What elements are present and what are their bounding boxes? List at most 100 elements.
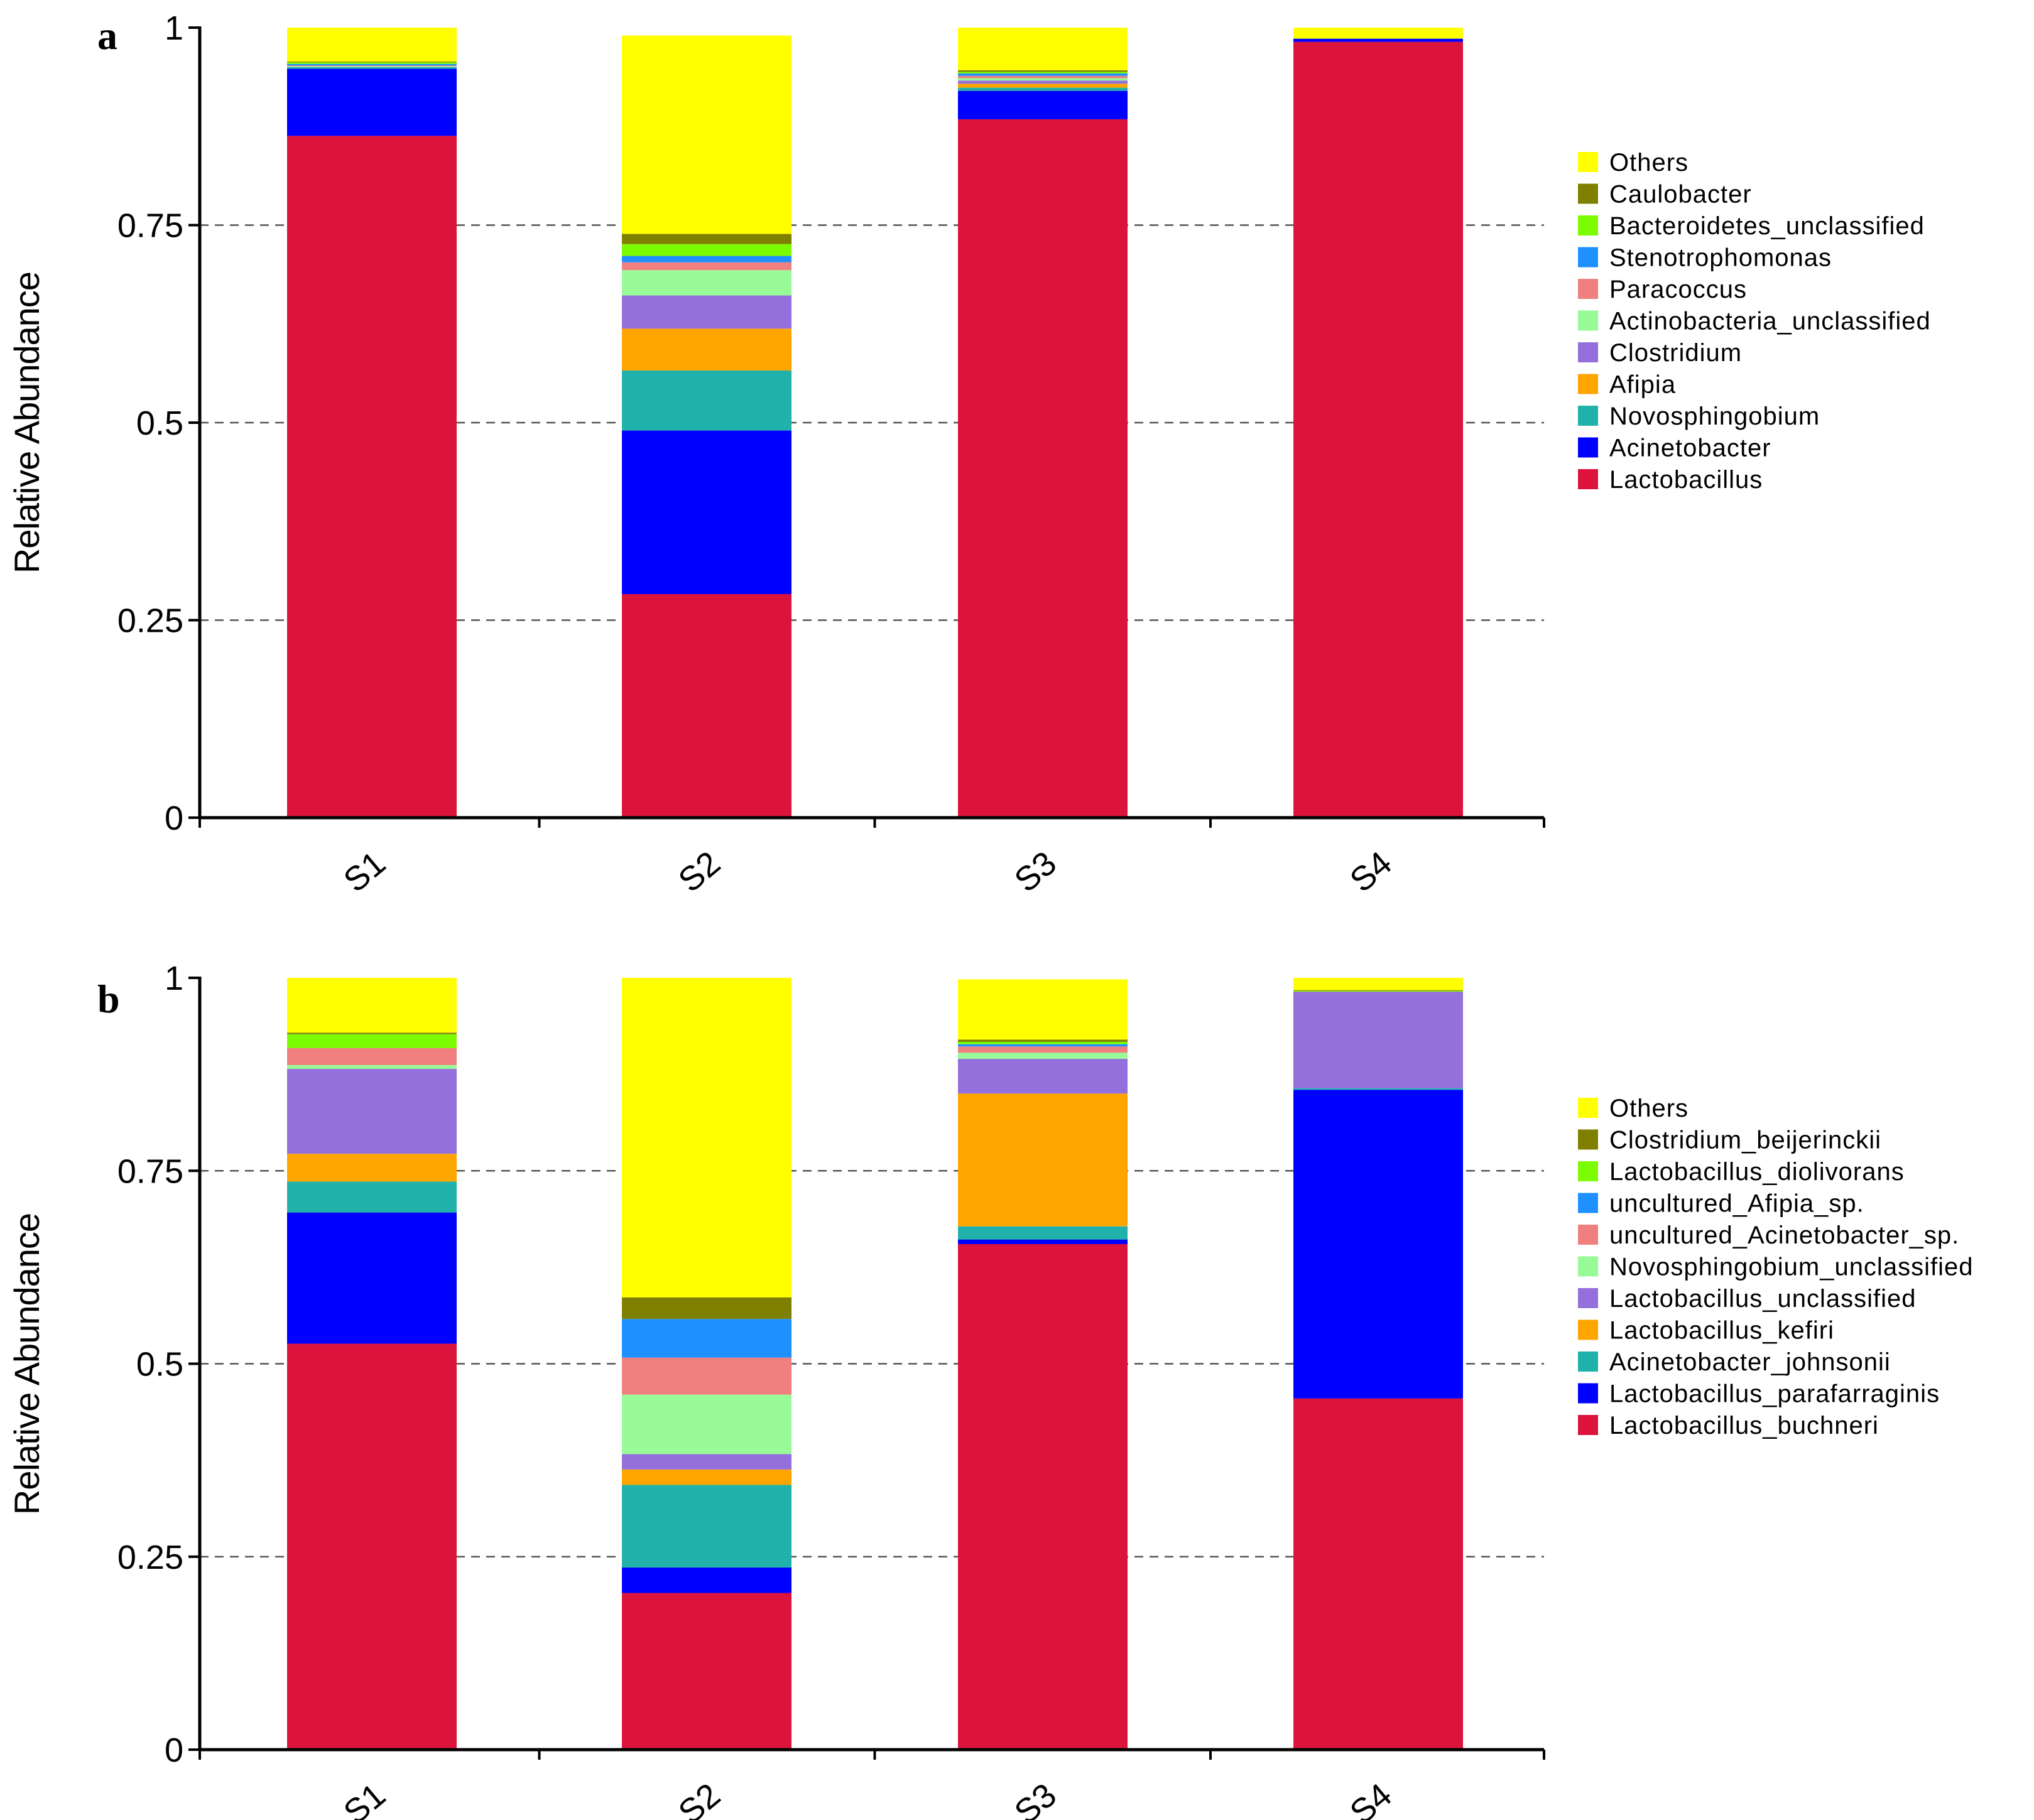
bar-segment-s2-novosphingobium [622, 370, 791, 431]
legend-swatch-novosphingobium-unclassified [1578, 1256, 1598, 1277]
bar-segment-s2-uncultured-acinetobacter-sp [622, 1357, 791, 1395]
bar-segment-s4-acinetobacter-johnsonii [1293, 1088, 1463, 1090]
legend-swatch-uncultured-acinetobacter-sp [1578, 1225, 1598, 1245]
legend-label-lactobacillus-parafarraginis: Lactobacillus_parafarraginis [1609, 1380, 1940, 1408]
y-tick-label: 1 [165, 9, 183, 47]
bar-segment-s1-bacteroidetes-unclassified [287, 62, 457, 64]
legend-swatch-lactobacillus-diolivorans [1578, 1161, 1598, 1181]
legend-swatch-others [1578, 152, 1598, 172]
legend-swatch-lactobacillus-kefiri [1578, 1319, 1598, 1340]
bar-segment-s2-novosphingobium-unclassified [622, 1394, 791, 1454]
bar-segment-s1-clostridium-beijerinckii [287, 1032, 457, 1034]
bar-segment-s2-bacteroidetes-unclassified [622, 244, 791, 256]
bar-segment-s3-novosphingobium [958, 87, 1128, 91]
bar-segment-s4-lactobacillus-parafarraginis [1293, 1090, 1463, 1399]
legend-swatch-clostridium [1578, 342, 1598, 362]
legend-label-stenotrophomonas: Stenotrophomonas [1609, 244, 1832, 272]
y-tick-label: 0.5 [136, 1346, 183, 1384]
bar-segment-s3-paracoccus [958, 75, 1128, 79]
bar-segment-s3-clostridium-beijerinckii [958, 1039, 1128, 1043]
bar-segment-s3-novosphingobium-unclassified [958, 1053, 1128, 1059]
panel-label: b [97, 977, 120, 1021]
y-axis-title: Relative Abundance [7, 272, 46, 573]
bar-segment-s3-clostridium [958, 80, 1128, 84]
bar-segment-s4-lactobacillus-diolivorans [1293, 990, 1463, 992]
panel-label: a [97, 13, 117, 58]
legend-label-lactobacillus-kefiri: Lactobacillus_kefiri [1609, 1317, 1834, 1345]
y-tick-label: 0.25 [117, 1539, 183, 1576]
bar-segment-s3-lactobacillus-unclassified [958, 1059, 1128, 1094]
bar-segment-s3-bacteroidetes-unclassified [958, 72, 1128, 73]
legend-swatch-paracoccus [1578, 279, 1598, 299]
legend-label-lactobacillus-diolivorans: Lactobacillus_diolivorans [1609, 1158, 1905, 1186]
bar-segment-s1-paracoccus [287, 65, 457, 67]
bar-segment-s2-clostridium-beijerinckii [622, 1297, 791, 1319]
legend-swatch-lactobacillus [1578, 469, 1598, 489]
bar-segment-s1-novosphingobium-unclassified [287, 1064, 457, 1070]
bar-segment-s3-uncultured-acinetobacter-sp [958, 1046, 1128, 1053]
y-tick-label: 0.75 [117, 1152, 183, 1190]
legend-swatch-stenotrophomonas [1578, 247, 1598, 268]
bar-segment-s3-stenotrophomonas [958, 73, 1128, 76]
bar-segment-s3-others [958, 28, 1128, 70]
bar-segment-s3-lactobacillus-buchneri [958, 1244, 1128, 1750]
legend-label-actinobacteria-unclassified: Actinobacteria_unclassified [1609, 308, 1931, 335]
legend-swatch-uncultured-afipia-sp [1578, 1193, 1598, 1213]
bar-segment-s1-uncultured-acinetobacter-sp [287, 1048, 457, 1065]
bar-segment-s3-caulobacter [958, 70, 1128, 72]
bar-segment-s4-lactobacillus [1293, 41, 1463, 818]
y-tick-label: 0.25 [117, 602, 183, 640]
y-tick-label: 1 [165, 960, 183, 997]
y-axis-title: Relative Abundance [7, 1213, 46, 1515]
bar-segment-s4-clostridium-beijerinckii [1293, 990, 1463, 991]
legend-label-others: Others [1609, 1095, 1689, 1122]
y-tick-label: 0.75 [117, 207, 183, 245]
bar-segment-s3-lactobacillus-parafarraginis [958, 1239, 1128, 1245]
legend-label-acinetobacter-johnsonii: Acinetobacter_johnsonii [1609, 1348, 1891, 1376]
bar-segment-s3-acinetobacter-johnsonii [958, 1226, 1128, 1240]
legend-label-uncultured-afipia-sp: uncultured_Afipia_sp. [1609, 1190, 1864, 1218]
bar-segment-s4-acinetobacter [1293, 38, 1463, 42]
bar-segment-s3-afipia [958, 84, 1128, 88]
legend-label-caulobacter: Caulobacter [1609, 181, 1752, 209]
legend-label-bacteroidetes-unclassified: Bacteroidetes_unclassified [1609, 212, 1925, 240]
y-tick-label: 0 [165, 799, 183, 837]
bar-segment-s4-lactobacillus-unclassified [1293, 992, 1463, 1088]
legend: Others Caulobacter Bacteroidetes_unclassif… [1578, 149, 1931, 494]
bar-segment-s1-lactobacillus-buchneri [287, 1343, 457, 1750]
legend-label-afipia: Afipia [1609, 371, 1676, 399]
legend-label-clostridium-beijerinckii: Clostridium_beijerinckii [1609, 1127, 1881, 1154]
legend-swatch-acinetobacter [1578, 437, 1598, 458]
legend-label-lactobacillus: Lactobacillus [1609, 466, 1763, 494]
y-tick-label: 0.5 [136, 404, 183, 442]
bar-segment-s2-lactobacillus-buchneri [622, 1593, 791, 1750]
bar-segment-s2-lactobacillus-kefiri [622, 1469, 791, 1485]
legend-swatch-clostridium-beijerinckii [1578, 1129, 1598, 1150]
legend-swatch-lactobacillus-buchneri [1578, 1415, 1598, 1435]
bar-segment-s2-afipia [622, 328, 791, 371]
bar-segment-s4-lactobacillus-buchneri [1293, 1398, 1463, 1750]
bar-segment-s1-lactobacillus-parafarraginis [287, 1212, 457, 1344]
legend-swatch-caulobacter [1578, 183, 1598, 204]
bar-segment-s1-stenotrophomonas [287, 63, 457, 66]
legend-swatch-others [1578, 1098, 1598, 1118]
bar-segment-s3-lactobacillus-diolivorans [958, 1042, 1128, 1044]
legend-label-novosphingobium-unclassified: Novosphingobium_unclassified [1609, 1254, 1973, 1281]
bar-segment-s2-uncultured-afipia-sp [622, 1319, 791, 1358]
legend-swatch-afipia [1578, 374, 1598, 394]
bar-segment-s3-others [958, 979, 1128, 1040]
bar-segment-s1-lactobacillus-kefiri [287, 1154, 457, 1182]
legend-label-lactobacillus-unclassified: Lactobacillus_unclassified [1609, 1285, 1917, 1313]
legend-swatch-novosphingobium [1578, 406, 1598, 426]
bar-segment-s1-lactobacillus-diolivorans [287, 1034, 457, 1048]
legend-label-paracoccus: Paracoccus [1609, 276, 1747, 303]
bar-segment-s4-others [1293, 28, 1463, 39]
bar-segment-s1-others [287, 978, 457, 1033]
bar-segment-s2-paracoccus [622, 262, 791, 271]
legend-label-uncultured-acinetobacter-sp: uncultured_Acinetobacter_sp. [1609, 1221, 1959, 1249]
legend-swatch-actinobacteria-unclassified [1578, 310, 1598, 331]
bar-segment-s2-caulobacter [622, 234, 791, 244]
